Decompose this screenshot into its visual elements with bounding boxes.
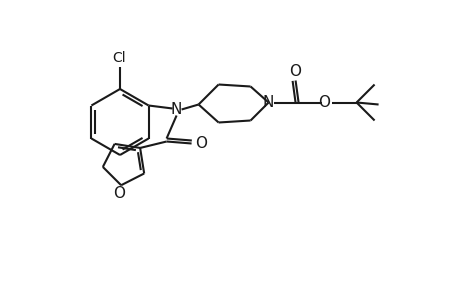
Text: O: O — [113, 186, 125, 201]
Text: Cl: Cl — [112, 51, 126, 65]
Text: N: N — [171, 102, 182, 117]
Text: O: O — [289, 64, 301, 79]
Text: O: O — [195, 136, 207, 151]
Text: O: O — [318, 95, 330, 110]
Text: N: N — [263, 95, 274, 110]
